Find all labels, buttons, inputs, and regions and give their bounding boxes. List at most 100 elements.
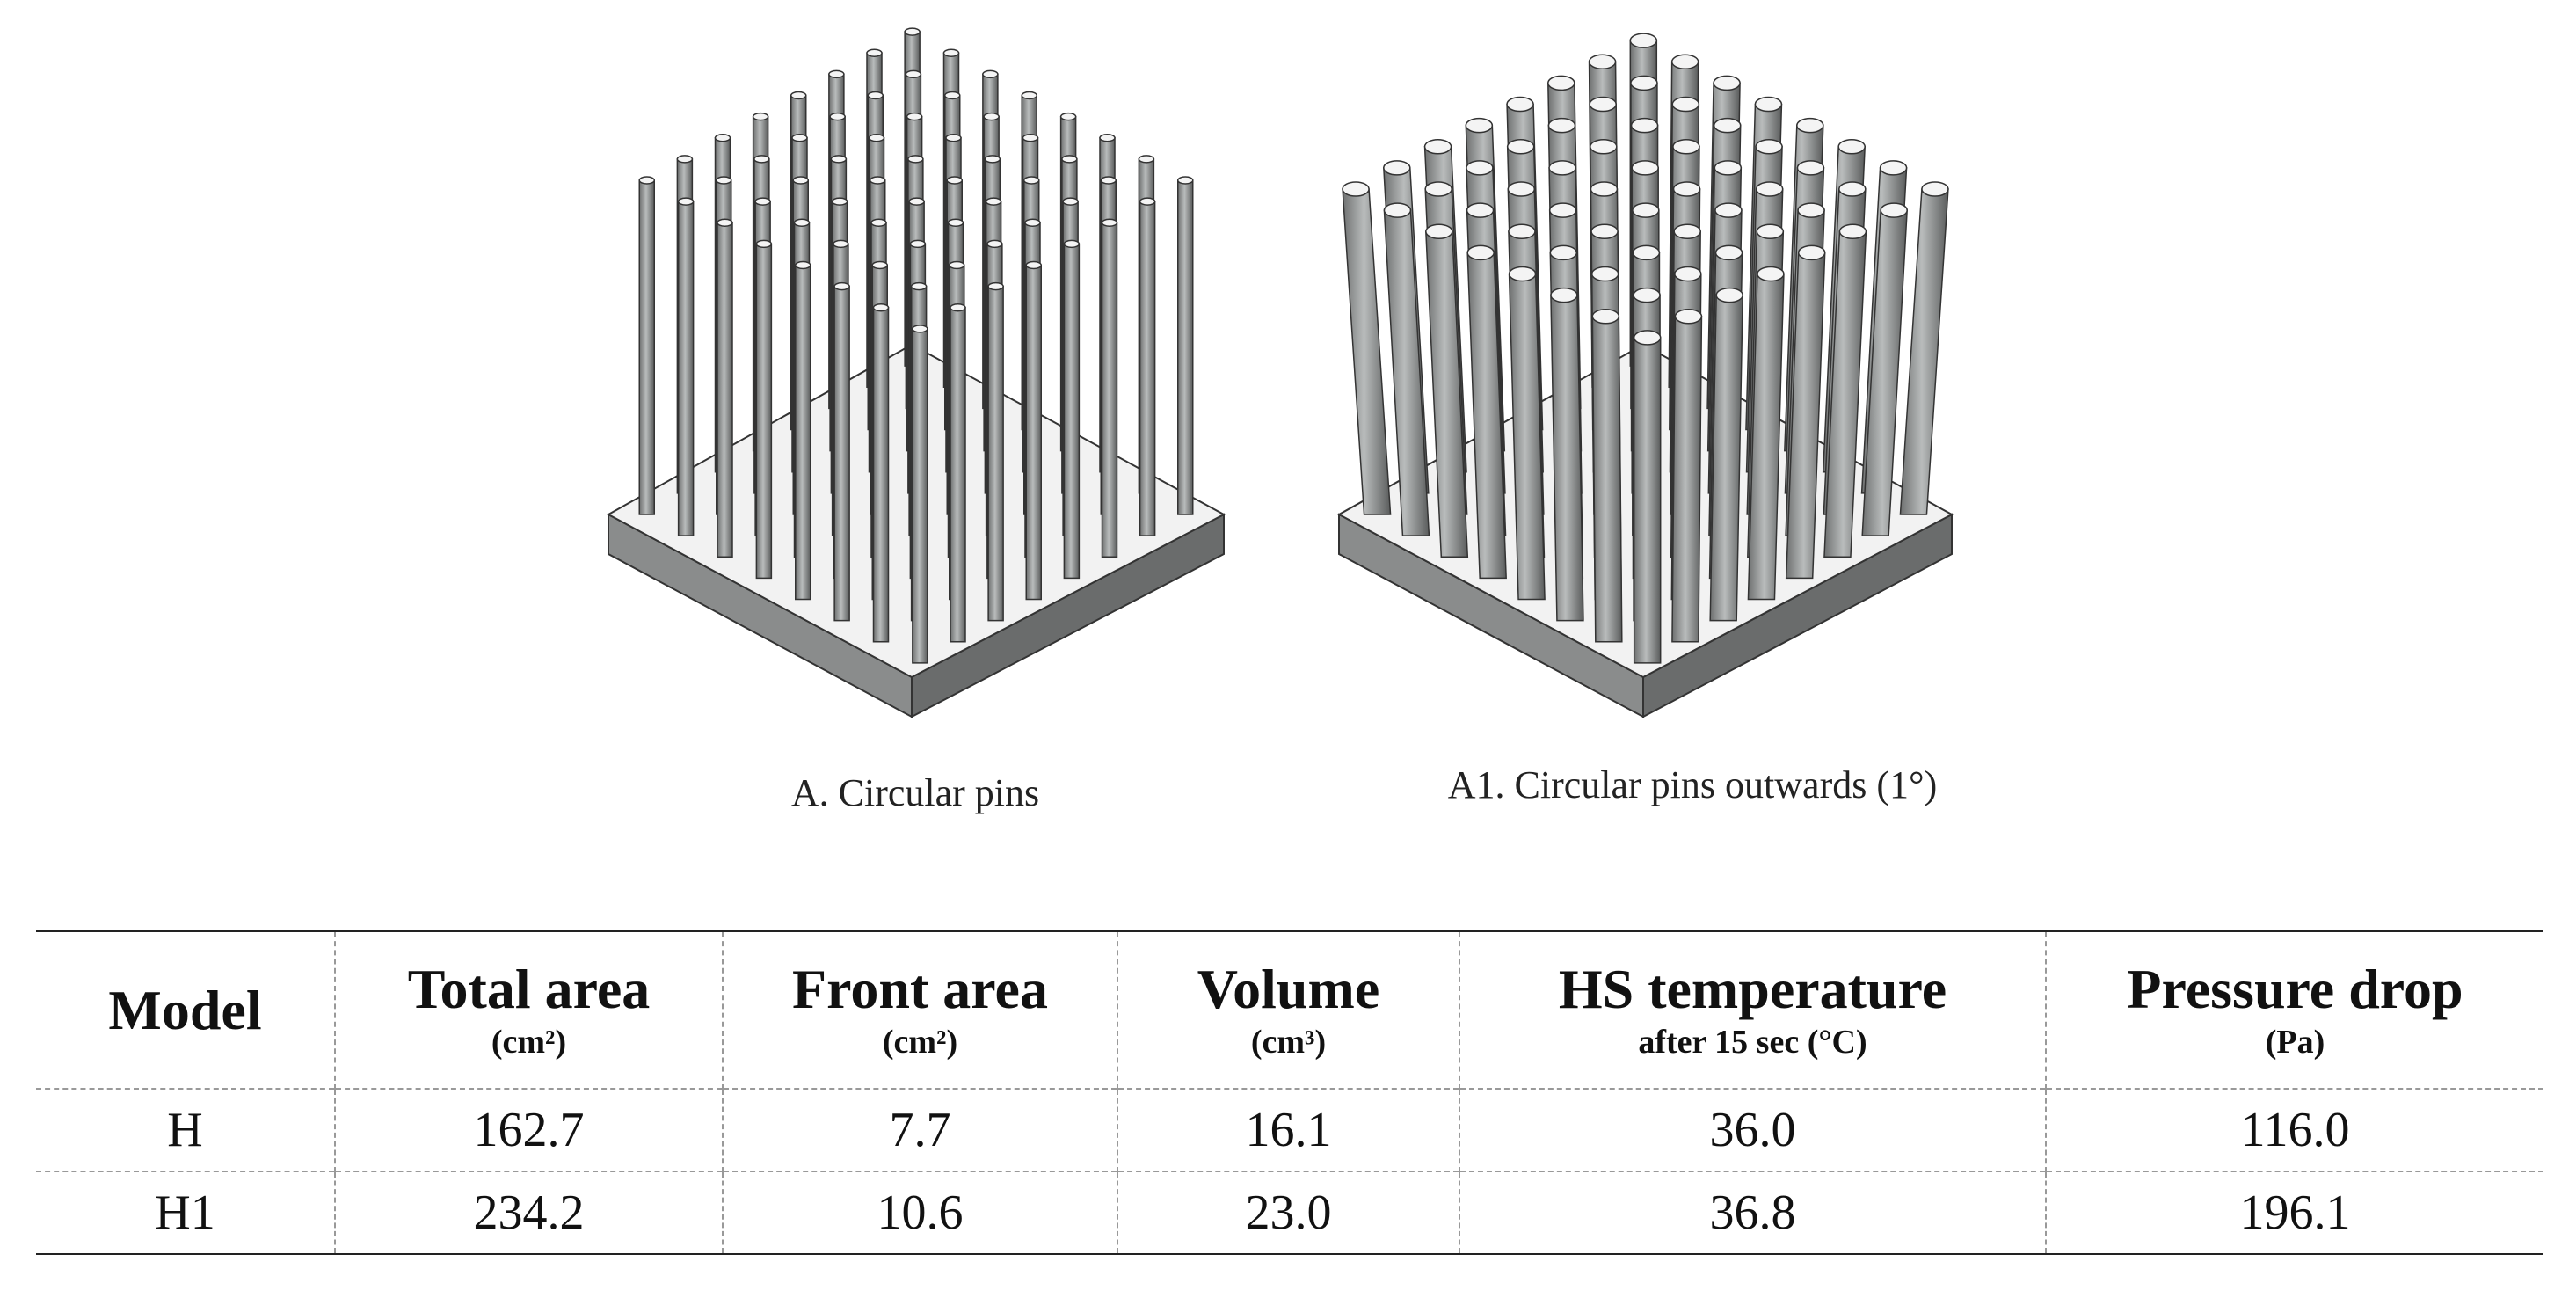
pin-cap <box>1630 117 1659 134</box>
pin-cap <box>867 91 884 100</box>
pin-cap <box>1059 112 1077 121</box>
pin <box>1063 243 1081 580</box>
pin-cap <box>1588 54 1617 69</box>
pin-cap <box>1672 139 1700 155</box>
column-title: Total area <box>407 957 651 1020</box>
column-title: HS temperature <box>1558 957 1947 1020</box>
pin-cap <box>904 27 921 36</box>
pin-cap <box>754 197 771 206</box>
pin <box>638 179 655 515</box>
column-unit: (cm²) <box>882 1024 958 1061</box>
pin-cap <box>1714 160 1743 176</box>
pin-cap <box>1466 160 1494 176</box>
pin-cap <box>872 303 890 312</box>
pin-cap <box>1590 181 1619 197</box>
pin-cap <box>1756 223 1785 239</box>
column-header: Pressure drop (Pa) <box>2045 931 2543 1089</box>
pin-cap <box>987 281 1004 291</box>
column-unit: after 15 sec (°C) <box>1638 1024 1867 1061</box>
pin-cap <box>1425 223 1453 239</box>
pin-cap <box>1632 244 1661 261</box>
pin-cap <box>942 48 960 57</box>
pin <box>1633 337 1662 664</box>
pin-cap <box>1631 160 1659 176</box>
pin-cap <box>1548 160 1576 176</box>
pin <box>1101 222 1118 558</box>
pin <box>795 264 811 601</box>
pin-cap <box>1838 223 1867 239</box>
pin-cap <box>831 197 848 206</box>
pin <box>1139 201 1156 536</box>
pin-cap <box>866 48 883 57</box>
table-cell: 116.0 <box>2045 1088 2543 1171</box>
pin-cap <box>638 176 655 185</box>
column-header: Volume (cm³) <box>1117 931 1459 1089</box>
pin-cap <box>752 112 769 121</box>
pin-cap <box>1099 134 1116 142</box>
pin-cap <box>1713 75 1741 91</box>
pin-cap <box>870 218 887 227</box>
pin <box>872 307 890 643</box>
pin-cap <box>1715 287 1743 303</box>
pin-cap <box>1508 223 1536 239</box>
pin-cap <box>1879 160 1908 176</box>
pin-cap <box>1713 117 1742 134</box>
pin-cap <box>1921 181 1949 197</box>
pin-cap <box>1838 181 1867 197</box>
table-cell: 16.1 <box>1117 1088 1459 1171</box>
pin-cap <box>1423 139 1452 155</box>
pin <box>912 328 928 664</box>
pin-cap <box>1100 176 1117 185</box>
pin-cap <box>1466 202 1495 218</box>
pin-cap <box>1024 218 1041 227</box>
pin-cap <box>1424 181 1452 197</box>
pin-cap <box>1138 155 1155 164</box>
pin <box>950 307 966 643</box>
pin-cap <box>1548 202 1577 218</box>
pin-cap <box>1797 244 1826 261</box>
column-title: Volume <box>1197 957 1380 1020</box>
pin-cap <box>1177 176 1194 185</box>
pin-cap <box>1591 309 1620 325</box>
pin-cap <box>795 260 811 270</box>
pin-cap <box>1506 139 1535 155</box>
pin-cap <box>906 112 923 121</box>
pin-cap <box>1837 139 1866 155</box>
column-header: Model <box>36 931 335 1089</box>
pin-cap <box>909 239 927 249</box>
pin-cap <box>870 176 886 185</box>
pin <box>1899 188 1949 515</box>
table-cell: 196.1 <box>2045 1171 2543 1254</box>
pin-cap <box>1139 197 1156 206</box>
pin-cap <box>1671 96 1700 113</box>
pin-cap <box>1757 266 1785 282</box>
pin-cap <box>1063 239 1081 249</box>
column-header: Total area (cm²) <box>334 931 723 1089</box>
pin-cap <box>868 134 885 142</box>
pin-cap <box>1506 96 1534 113</box>
pin-cap <box>1383 160 1411 176</box>
pin-cap <box>1589 96 1617 113</box>
pin <box>1550 294 1584 622</box>
column-title: Pressure drop <box>2127 957 2463 1020</box>
pin-cap <box>1062 197 1079 206</box>
figure-drawings <box>606 27 1954 718</box>
pin-cap <box>982 69 999 79</box>
pin-cap <box>792 176 809 185</box>
table-cell: 7.7 <box>722 1088 1117 1171</box>
pin-cap <box>944 91 961 100</box>
pin-cap <box>1714 244 1743 261</box>
pin-cap <box>1061 155 1078 164</box>
pin-cap <box>829 112 846 121</box>
figure-caption: A1. Circular pins outwards (1°) <box>1447 763 1938 806</box>
pin-cap <box>1633 330 1662 346</box>
pin-cap <box>910 281 928 291</box>
column-title: Model <box>108 978 262 1041</box>
pin-cap <box>1629 33 1658 48</box>
pin <box>833 285 850 622</box>
pin-cap <box>790 91 807 100</box>
table-cell: 36.0 <box>1459 1088 2046 1171</box>
pin-cap <box>1590 139 1618 155</box>
pin-cap <box>1342 181 1370 197</box>
